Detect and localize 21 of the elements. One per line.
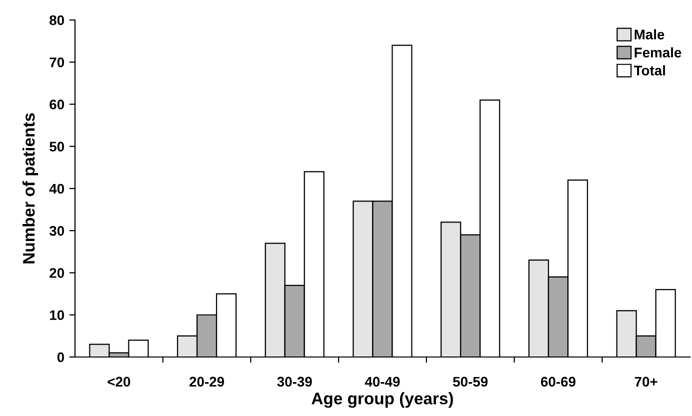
y-tick-label: 0: [57, 352, 64, 362]
y-tick-label: 80: [50, 15, 64, 26]
y-tick-label: 50: [50, 142, 64, 152]
x-axis-title: Age group (years): [312, 392, 453, 408]
x-tick-label: 20-29: [190, 376, 224, 387]
x-tick-label: 60-69: [540, 376, 576, 387]
x-tick-label: <20: [108, 376, 130, 387]
y-tick-label: 30: [49, 226, 64, 236]
legend-label: Male: [634, 29, 664, 40]
x-tick-label: 30-39: [277, 376, 312, 387]
x-tick-label: 40-49: [364, 376, 400, 387]
legend-label: Total: [634, 65, 665, 76]
y-tick-label: 10: [50, 310, 64, 320]
legend-label: Female: [634, 47, 682, 58]
x-tick-label: 50-59: [453, 376, 488, 387]
x-tick-label: 70+: [634, 376, 658, 387]
y-tick-label: 60: [50, 100, 64, 110]
y-tick-label: 70: [50, 57, 64, 68]
y-tick-label: 40: [49, 184, 64, 194]
y-axis-title: Number of patients: [22, 113, 38, 264]
y-tick-label: 20: [50, 268, 64, 278]
